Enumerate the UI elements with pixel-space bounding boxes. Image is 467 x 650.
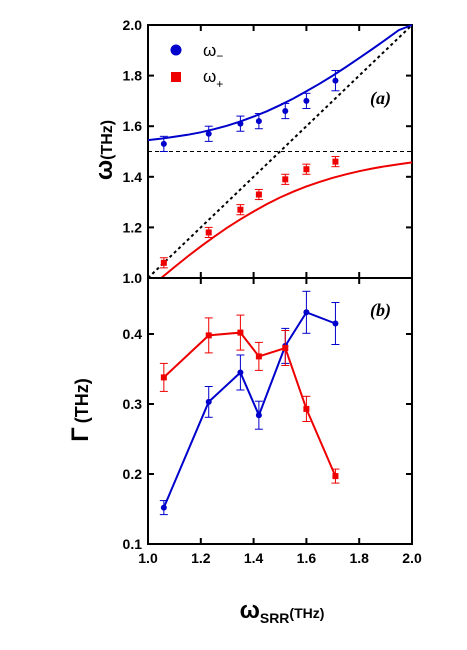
panel-a-series xyxy=(159,70,340,269)
fit-curve-0 xyxy=(147,24,413,142)
y-tick-label: 0.2 xyxy=(123,466,143,482)
x-tick-label: 1.4 xyxy=(244,550,264,566)
legend-label-omega-plus: ω+ xyxy=(203,67,223,91)
y-tick-label: 1.0 xyxy=(123,270,143,286)
panel-b-ylabel: Γ(THz) xyxy=(67,378,94,441)
y-tick-label: 1.2 xyxy=(123,219,143,235)
x-tick-label: 1.2 xyxy=(191,550,211,566)
data-point xyxy=(303,309,310,316)
legend-marker-omega-minus xyxy=(170,44,182,56)
data-point xyxy=(332,320,339,327)
data-point xyxy=(237,206,244,213)
y-tick-label: 2.0 xyxy=(123,17,143,33)
data-point xyxy=(303,166,310,173)
data-point xyxy=(160,140,167,147)
data-point xyxy=(332,158,339,165)
y-tick-label: 1.4 xyxy=(123,169,143,185)
data-point xyxy=(332,77,339,84)
data-point xyxy=(160,504,167,511)
data-point xyxy=(205,229,212,236)
panel-b-ticks: 0.1 0.2 0.3 0.4 1.0 1.2 1.4 1.6 1.8 2.0 xyxy=(123,278,422,566)
panel-a-label: (a) xyxy=(370,88,391,109)
panel-b-label: (b) xyxy=(370,300,391,321)
x-tick-label: 1.8 xyxy=(349,550,369,566)
data-point xyxy=(255,412,262,419)
diagonal-reference-line xyxy=(147,24,413,279)
legend-label-omega-minus: ω− xyxy=(203,41,223,63)
data-point xyxy=(255,118,262,125)
data-point xyxy=(303,405,310,412)
x-tick-label: 1.0 xyxy=(138,550,158,566)
panel-a-ticks: 1.0 1.2 1.4 1.6 1.8 2.0 xyxy=(123,17,413,286)
data-point xyxy=(237,369,244,376)
panel-a-fit-curves xyxy=(147,24,413,279)
x-axis-title: ωSRR(THz) xyxy=(240,597,325,626)
data-point xyxy=(255,353,262,360)
data-point xyxy=(237,329,244,336)
legend-marker-omega-plus xyxy=(171,72,181,82)
data-point xyxy=(160,374,167,381)
data-point xyxy=(205,332,212,339)
panel-b: 0.1 0.2 0.3 0.4 1.0 1.2 1.4 1.6 1.8 2.0 (b) Γ(THz… xyxy=(67,277,422,626)
data-point xyxy=(282,345,289,351)
data-point xyxy=(160,259,167,266)
y-tick-label: 0.3 xyxy=(123,396,143,412)
series-line-0 xyxy=(162,311,336,508)
data-point xyxy=(332,473,339,480)
panel-b-series xyxy=(159,290,340,516)
data-point xyxy=(282,176,289,183)
data-point xyxy=(303,97,310,104)
data-point xyxy=(205,130,212,137)
panel-a-ylabel: ω(THz) xyxy=(91,120,118,180)
fit-curve-1 xyxy=(148,161,413,279)
panel-a-reference-lines xyxy=(147,24,413,279)
y-tick-label: 0.1 xyxy=(123,536,143,552)
panel-b-frame xyxy=(147,277,413,545)
data-point xyxy=(255,191,262,198)
panel-a: 1.0 1.2 1.4 1.6 1.8 2.0 (a) ω− ω+ ω(THz) xyxy=(91,17,413,286)
data-point xyxy=(205,398,212,405)
y-tick-label: 0.4 xyxy=(123,326,143,342)
y-tick-label: 1.6 xyxy=(123,118,143,134)
data-point xyxy=(237,120,244,127)
y-tick-label: 1.8 xyxy=(123,68,143,84)
series-line-1 xyxy=(163,331,337,477)
legend: ω− ω+ xyxy=(170,41,223,91)
data-point xyxy=(282,108,289,115)
x-tick-label: 2.0 xyxy=(402,550,422,566)
x-tick-label: 1.6 xyxy=(297,550,317,566)
